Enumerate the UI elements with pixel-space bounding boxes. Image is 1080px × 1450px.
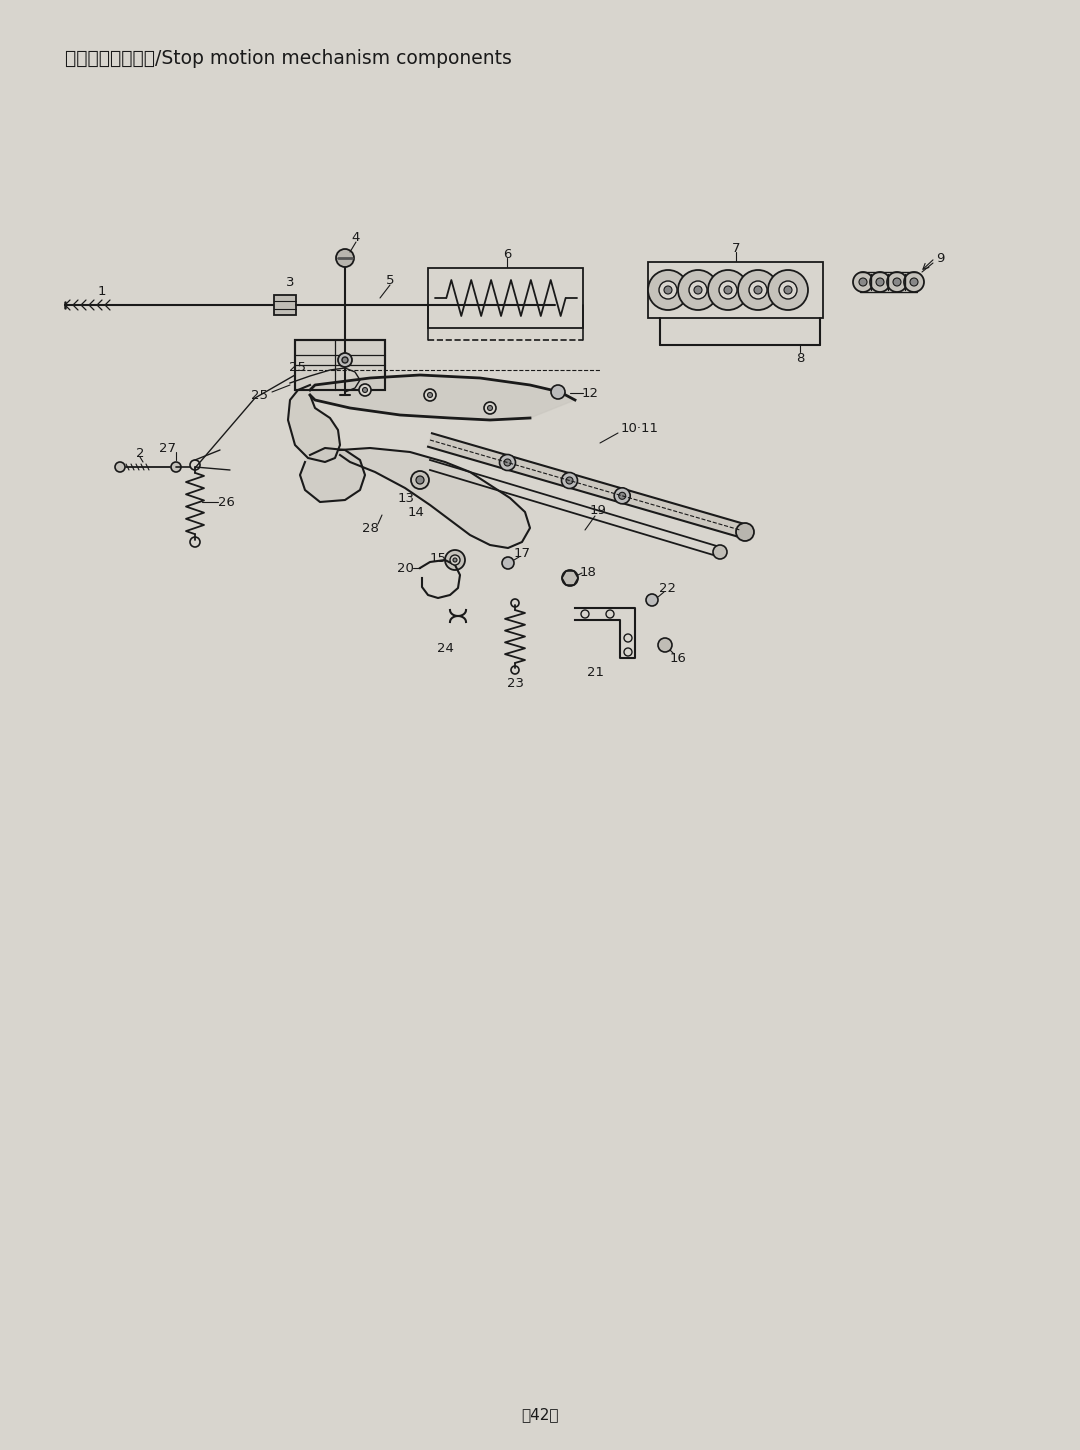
Circle shape [750,281,767,299]
Polygon shape [300,448,365,502]
Circle shape [768,270,808,310]
Circle shape [411,471,429,489]
Circle shape [363,387,367,393]
Circle shape [504,460,511,465]
Text: 15: 15 [430,551,446,564]
Text: 九、止动机构部件/Stop motion mechanism components: 九、止动机构部件/Stop motion mechanism component… [65,48,512,68]
Circle shape [724,286,732,294]
Text: 9: 9 [935,251,944,264]
Text: 16: 16 [670,651,687,664]
Circle shape [853,273,873,291]
Circle shape [566,477,573,484]
Text: 6: 6 [503,248,511,261]
Circle shape [735,523,754,541]
Circle shape [445,550,465,570]
Text: 8: 8 [796,351,805,364]
Circle shape [551,386,565,399]
Circle shape [754,286,762,294]
Text: 20: 20 [396,561,414,574]
Bar [295,339,384,390]
Circle shape [658,638,672,652]
Text: 14: 14 [407,506,424,519]
Bar [648,262,823,318]
Circle shape [424,389,436,402]
Circle shape [484,402,496,415]
Text: 27: 27 [160,441,176,454]
Circle shape [713,545,727,560]
Text: 12: 12 [581,387,598,400]
Bar [295,339,384,390]
Text: 4: 4 [352,231,361,244]
Circle shape [659,281,677,299]
Circle shape [904,273,924,291]
Circle shape [678,270,718,310]
Text: 10·11: 10·11 [621,422,659,435]
Text: 1: 1 [98,284,106,297]
Circle shape [910,278,918,286]
Circle shape [338,352,352,367]
Circle shape [171,463,181,473]
Circle shape [689,281,707,299]
Text: 25: 25 [288,361,306,374]
Circle shape [499,454,515,470]
Text: 7: 7 [732,242,740,255]
Circle shape [114,463,125,473]
Text: 24: 24 [436,641,454,654]
Circle shape [859,278,867,286]
Circle shape [416,476,424,484]
Circle shape [562,473,578,489]
Text: 13: 13 [397,492,415,505]
Circle shape [779,281,797,299]
Circle shape [453,558,457,563]
Circle shape [708,270,748,310]
Circle shape [646,594,658,606]
Text: 26: 26 [217,496,234,509]
Circle shape [502,557,514,568]
Polygon shape [340,448,530,548]
Circle shape [428,393,432,397]
Circle shape [784,286,792,294]
Polygon shape [288,386,340,463]
Bar [428,268,583,328]
Text: 3: 3 [286,276,294,289]
Text: 18: 18 [580,566,596,579]
Circle shape [619,493,625,499]
Text: 23: 23 [507,677,524,690]
Circle shape [336,249,354,267]
Circle shape [359,384,372,396]
Circle shape [719,281,737,299]
Circle shape [887,273,907,291]
Text: －42－: －42－ [522,1408,558,1422]
Polygon shape [310,376,575,420]
Text: 25: 25 [252,389,269,402]
Text: 17: 17 [513,547,530,560]
Circle shape [664,286,672,294]
Circle shape [450,555,460,566]
Circle shape [876,278,885,286]
Circle shape [342,357,348,362]
Circle shape [562,570,578,586]
Circle shape [870,273,890,291]
Circle shape [738,270,778,310]
Text: 5: 5 [386,274,394,287]
Text: 28: 28 [362,522,378,535]
Bar [274,294,296,315]
Text: 21: 21 [586,666,604,679]
Text: 19: 19 [590,503,607,516]
Circle shape [648,270,688,310]
Circle shape [893,278,901,286]
Circle shape [615,487,631,503]
Circle shape [487,406,492,410]
Circle shape [694,286,702,294]
Text: 2: 2 [136,447,145,460]
Text: 22: 22 [660,581,676,594]
Polygon shape [428,434,742,536]
